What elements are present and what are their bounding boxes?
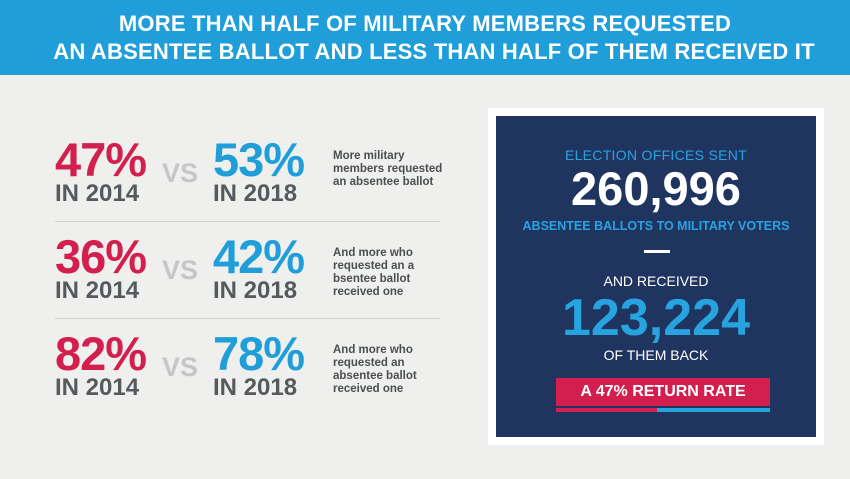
vs-label: VS <box>162 352 199 382</box>
header-banner: MORE THAN HALF OF MILITARY MEMBERS REQUE… <box>0 0 850 75</box>
vs-label: VS <box>162 158 199 188</box>
comparison-note: And more who requested an a bsentee ball… <box>333 247 415 298</box>
return-rate-badge: A 47% RETURN RATE <box>556 378 770 406</box>
comparison-row-3: 82% IN 2014 VS 78% IN 2018 And more who … <box>55 322 440 418</box>
percent-2014: 82% <box>55 327 147 380</box>
percent-2014: 36% <box>55 230 147 283</box>
sent-number: 260,996 <box>571 162 741 215</box>
stat-2018: 78% IN 2018 <box>213 327 323 401</box>
received-label: AND RECEIVED <box>603 273 709 289</box>
vs-label: VS <box>162 255 199 285</box>
comparison-note: More military members requested an absen… <box>333 150 443 188</box>
back-label: OF THEM BACK <box>603 347 709 363</box>
year-2014-label: IN 2014 <box>55 374 140 401</box>
year-2014-label: IN 2014 <box>55 180 140 207</box>
percent-2018: 42% <box>213 230 305 283</box>
stat-2014: 82% IN 2014 <box>55 327 165 401</box>
stat-2014: 47% IN 2014 <box>55 133 165 207</box>
sent-description: ABSENTEE BALLOTS TO MILITARY VOTERS <box>522 219 790 233</box>
panel-inner: ELECTION OFFICES SENT 260,996 ABSENTEE B… <box>496 116 816 437</box>
percent-2018: 78% <box>213 327 305 380</box>
dash-divider <box>644 250 670 253</box>
comparison-row-1: 47% IN 2014 VS 53% IN 2018 More military… <box>55 128 443 224</box>
stat-2018: 53% IN 2018 <box>213 133 323 207</box>
header-line-2: AN ABSENTEE BALLOT AND LESS THAN HALF OF… <box>53 39 815 64</box>
year-2018-label: IN 2018 <box>213 180 298 207</box>
stat-2014: 36% IN 2014 <box>55 230 165 304</box>
header-line-1: MORE THAN HALF OF MILITARY MEMBERS REQUE… <box>118 11 732 36</box>
year-2018-label: IN 2018 <box>213 374 298 401</box>
divider <box>55 318 440 319</box>
return-rate-bar <box>556 408 770 412</box>
return-rate-bar-fill <box>556 408 657 412</box>
percent-2018: 53% <box>213 133 305 186</box>
comparison-note: And more who requested an absentee ballo… <box>333 344 417 395</box>
divider <box>55 221 440 222</box>
stat-2018: 42% IN 2018 <box>213 230 323 304</box>
year-2014-label: IN 2014 <box>55 277 140 304</box>
ballot-summary-panel: ELECTION OFFICES SENT 260,996 ABSENTEE B… <box>488 108 824 445</box>
comparison-row-2: 36% IN 2014 VS 42% IN 2018 And more who … <box>55 225 440 321</box>
received-number: 123,224 <box>562 289 750 347</box>
percent-2014: 47% <box>55 133 147 186</box>
sent-label: ELECTION OFFICES SENT <box>564 147 748 163</box>
year-2018-label: IN 2018 <box>213 277 298 304</box>
